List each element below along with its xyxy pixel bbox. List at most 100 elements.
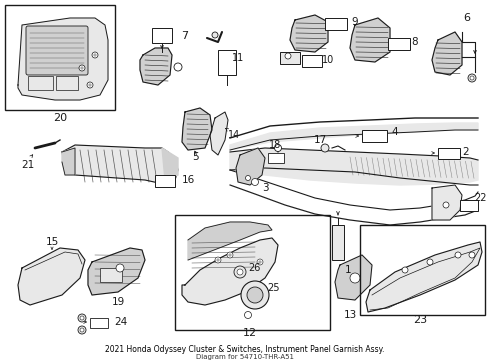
Polygon shape [182, 238, 278, 305]
Polygon shape [210, 112, 228, 155]
Text: 20: 20 [53, 113, 67, 123]
Circle shape [215, 257, 221, 263]
Text: 15: 15 [46, 237, 59, 247]
Polygon shape [432, 185, 462, 220]
Polygon shape [18, 18, 108, 100]
Bar [56, 76, 78, 90]
Circle shape [285, 53, 291, 59]
Bar [5, 5, 115, 110]
Text: 10: 10 [322, 55, 334, 65]
Text: 2021 Honda Odyssey Cluster & Switches, Instrument Panel Garnish Assy.: 2021 Honda Odyssey Cluster & Switches, I… [105, 345, 385, 354]
Circle shape [80, 328, 84, 332]
Circle shape [241, 281, 269, 309]
Polygon shape [366, 242, 482, 312]
Circle shape [92, 52, 98, 58]
Circle shape [237, 269, 243, 275]
Circle shape [350, 273, 360, 283]
Circle shape [468, 74, 476, 82]
Circle shape [174, 63, 182, 71]
Text: 24: 24 [114, 317, 127, 327]
Text: 17: 17 [314, 135, 327, 145]
Circle shape [251, 179, 259, 185]
Text: 2: 2 [463, 147, 469, 157]
Text: 12: 12 [243, 328, 257, 338]
Bar [90, 318, 108, 328]
Text: 25: 25 [267, 283, 279, 293]
Bar [268, 153, 284, 163]
Bar [218, 50, 236, 75]
Text: 1: 1 [345, 265, 352, 275]
Circle shape [79, 65, 85, 71]
Circle shape [78, 326, 86, 334]
Polygon shape [62, 145, 178, 185]
Circle shape [87, 82, 93, 88]
Bar [332, 225, 344, 260]
Circle shape [427, 259, 433, 265]
Polygon shape [432, 32, 462, 75]
Text: 26: 26 [248, 263, 260, 273]
Circle shape [443, 202, 449, 208]
Text: 14: 14 [228, 130, 240, 140]
Text: 18: 18 [269, 140, 281, 150]
Text: 11: 11 [232, 53, 244, 63]
Polygon shape [230, 185, 478, 225]
Text: Diagram for 54710-THR-A51: Diagram for 54710-THR-A51 [196, 354, 294, 360]
FancyBboxPatch shape [26, 26, 88, 75]
Polygon shape [236, 148, 265, 185]
Bar [362, 130, 387, 142]
Circle shape [234, 266, 246, 278]
Text: 4: 4 [392, 127, 398, 137]
Text: 8: 8 [412, 37, 418, 47]
Text: 16: 16 [182, 175, 195, 185]
Polygon shape [140, 48, 172, 85]
Text: 5: 5 [192, 152, 198, 162]
Bar [325, 18, 347, 30]
Polygon shape [230, 148, 478, 185]
Text: 23: 23 [413, 315, 427, 325]
Circle shape [78, 314, 86, 322]
Circle shape [212, 32, 218, 38]
Circle shape [245, 175, 250, 180]
Polygon shape [18, 248, 85, 305]
Polygon shape [188, 222, 272, 260]
Circle shape [247, 287, 263, 303]
Polygon shape [62, 148, 75, 175]
Bar [302, 55, 322, 67]
Polygon shape [350, 18, 390, 62]
Bar [280, 52, 300, 64]
Text: 22: 22 [474, 193, 486, 203]
Bar [438, 148, 460, 159]
Bar [28, 76, 53, 90]
Circle shape [321, 144, 329, 152]
Text: 7: 7 [181, 31, 189, 41]
Text: 3: 3 [262, 183, 269, 193]
Bar [460, 200, 478, 211]
Bar [360, 225, 485, 315]
Circle shape [227, 252, 233, 258]
Text: 21: 21 [22, 160, 35, 170]
Bar [388, 38, 410, 50]
Polygon shape [182, 108, 212, 150]
Circle shape [245, 311, 251, 319]
Bar [100, 268, 122, 282]
Circle shape [274, 144, 281, 152]
Text: 19: 19 [111, 297, 124, 307]
Text: 9: 9 [352, 17, 358, 27]
Polygon shape [162, 148, 178, 180]
Circle shape [469, 252, 475, 258]
Polygon shape [335, 255, 372, 300]
Text: 6: 6 [464, 13, 470, 23]
Polygon shape [290, 15, 328, 52]
Bar [155, 175, 175, 187]
Circle shape [116, 264, 124, 272]
Bar [175, 215, 330, 330]
Polygon shape [88, 248, 145, 295]
Circle shape [257, 259, 263, 265]
Circle shape [80, 316, 84, 320]
Circle shape [455, 252, 461, 258]
Text: 13: 13 [343, 310, 357, 320]
Circle shape [402, 267, 408, 273]
Bar [152, 28, 172, 43]
Circle shape [470, 76, 474, 80]
Polygon shape [230, 123, 478, 150]
